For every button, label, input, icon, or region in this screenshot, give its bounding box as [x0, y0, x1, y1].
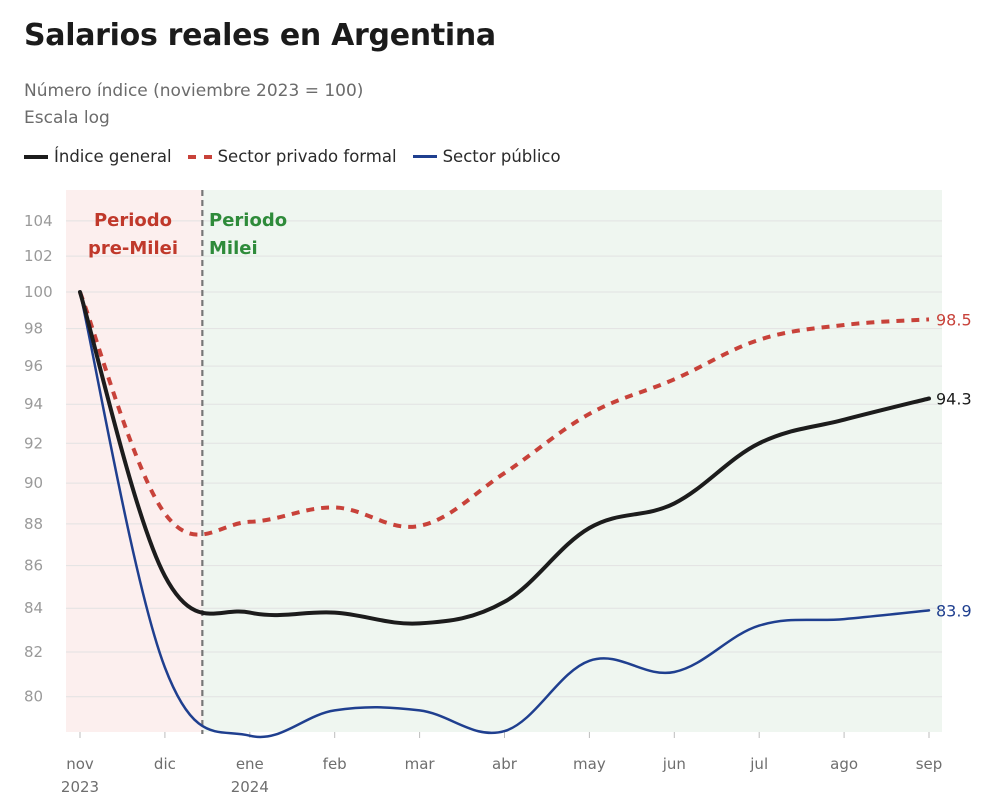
- series-line-privado: [78, 291, 930, 537]
- legend-item-privado: Sector privado formal: [187, 147, 397, 166]
- y-tick-label-88: 88: [24, 515, 43, 533]
- y-tick-label-104: 104: [24, 212, 53, 230]
- y-tick-label-86: 86: [24, 557, 43, 575]
- end-label-general: 94.3: [936, 389, 972, 408]
- x-tick-label-ene: ene: [236, 755, 264, 773]
- x-tick-label-mar: mar: [405, 755, 436, 773]
- y-axis-labels: 80 82 84 86 88 90 92 94 96 98 100 102 104: [24, 212, 53, 706]
- x-tick-label-jun: jun: [662, 755, 686, 773]
- y-tick-label-96: 96: [24, 357, 43, 375]
- chart-subtitle: Número índice (noviembre 2023 = 100) Esc…: [24, 78, 363, 132]
- x-tick-label-feb: feb: [323, 755, 347, 773]
- legend-item-general: Índice general: [24, 147, 172, 166]
- subtitle-log-scale: Escala log: [24, 108, 110, 128]
- pre-milei-label-line2: pre-Milei: [88, 238, 178, 259]
- pre-milei-shading: [66, 190, 203, 732]
- x-tick-label-ago: ago: [830, 755, 858, 773]
- x-tick-label-abr: abr: [492, 755, 518, 773]
- pre-milei-label-line1: Periodo: [94, 210, 172, 231]
- y-tick-label-92: 92: [24, 434, 43, 452]
- x-tick-label-sep: sep: [916, 755, 943, 773]
- y-tick-label-80: 80: [24, 688, 43, 706]
- legend-swatch-publico: [412, 155, 437, 158]
- legend-item-publico: Sector público: [412, 147, 561, 166]
- y-tick-label-98: 98: [24, 320, 43, 338]
- y-tick-label-100: 100: [24, 283, 53, 301]
- subtitle-index-base: Número índice (noviembre 2023 = 100): [24, 81, 364, 101]
- milei-label-line2: Milei: [209, 238, 258, 259]
- legend-label-publico: Sector público: [442, 147, 561, 166]
- legend-label-general: Índice general: [54, 147, 172, 166]
- y-tick-label-90: 90: [24, 474, 43, 492]
- milei-label-line1: Periodo: [209, 210, 287, 231]
- x-tick-label-dic: dic: [154, 755, 176, 773]
- x-axis-labels: nov 2023 dic ene 2024 feb mar abr may jun jul ago se…: [61, 732, 942, 796]
- x-tick-year-2024: 2024: [231, 778, 269, 796]
- end-label-privado: 98.5: [936, 310, 972, 329]
- y-tick-label-102: 102: [24, 247, 53, 265]
- chart-legend: Índice general Sector privado formal Sec…: [24, 147, 577, 166]
- chart-title: Salarios reales en Argentina: [24, 18, 496, 53]
- end-label-publico: 83.9: [936, 601, 972, 620]
- x-tick-label-nov: nov: [66, 755, 94, 773]
- x-tick-label-jul: jul: [749, 755, 768, 773]
- series-line-general: [78, 290, 931, 626]
- y-tick-label-84: 84: [24, 599, 43, 617]
- legend-swatch-privado: [187, 154, 212, 159]
- milei-shading: [202, 190, 943, 732]
- y-tick-label-94: 94: [24, 395, 43, 413]
- series-line-publico: [78, 290, 931, 739]
- y-tick-label-82: 82: [24, 643, 43, 661]
- y-gridlines: [66, 220, 942, 698]
- x-tick-label-may: may: [573, 755, 606, 773]
- legend-swatch-general: [24, 154, 48, 159]
- x-tick-year-2023: 2023: [61, 778, 99, 796]
- legend-label-privado: Sector privado formal: [217, 147, 397, 166]
